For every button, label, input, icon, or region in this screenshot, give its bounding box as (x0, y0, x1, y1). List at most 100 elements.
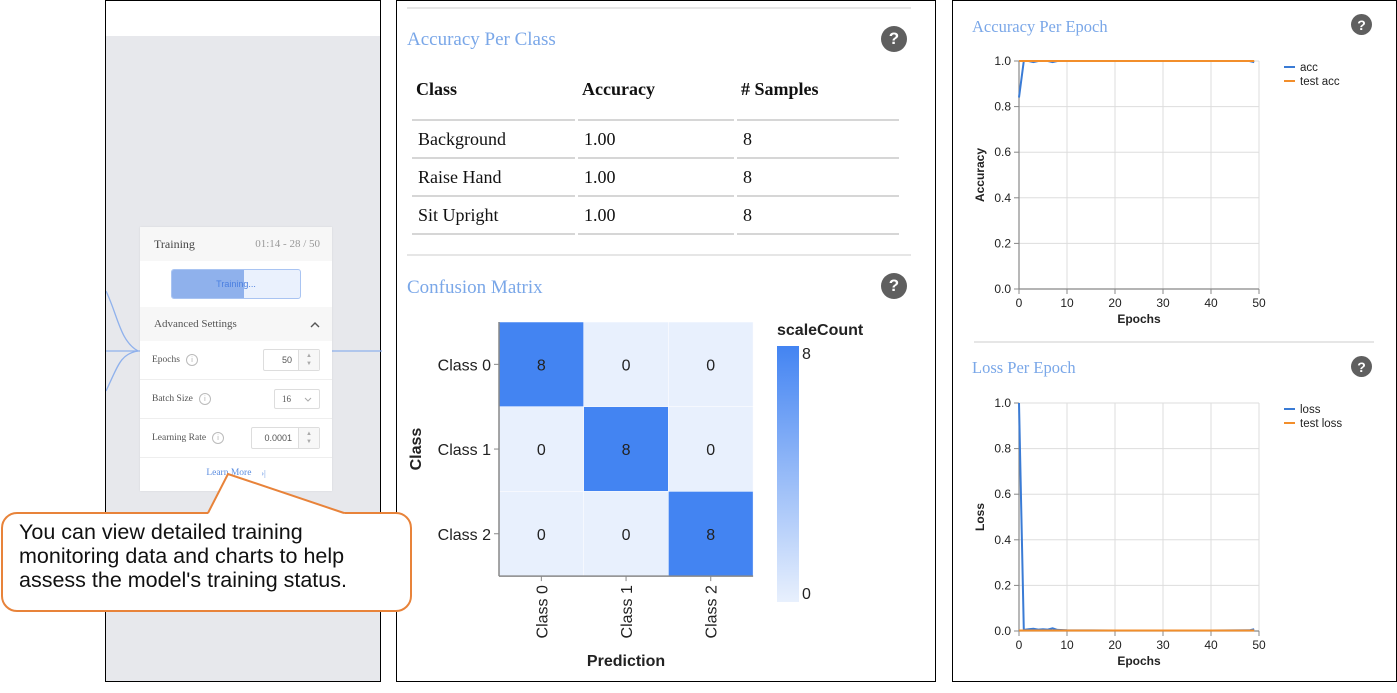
training-card-header: Training 01:14 - 28 / 50 (140, 227, 332, 261)
decrement-icon[interactable]: ▼ (306, 361, 312, 367)
increment-icon[interactable]: ▲ (306, 431, 312, 437)
y-tick-label: 0.6 (994, 487, 1011, 501)
accuracy-cell: 1.00 (578, 195, 734, 235)
heatmap-cell (583, 321, 669, 407)
epochs-stepper[interactable]: 50 ▲ ▼ (263, 349, 320, 371)
heatmap-cell (498, 491, 584, 577)
y-tick-label: 0.4 (994, 533, 1011, 547)
class-cell: Raise Hand (412, 157, 575, 195)
accuracy-cell: 1.00 (578, 157, 734, 195)
train-button[interactable]: Training... (171, 269, 301, 299)
callout-line: assess the model's training status. (19, 568, 347, 592)
x-tick-label: 50 (1252, 296, 1266, 310)
series-line-loss (1018, 402, 1255, 632)
setting-epochs: Epochs i 50 ▲ ▼ (140, 341, 332, 380)
color-scale-bar (777, 346, 799, 602)
connector-line (106, 350, 139, 392)
confusion-matrix-title: Confusion Matrix (407, 277, 543, 298)
y-tick-label: 0.2 (994, 578, 1011, 592)
batch-size-select[interactable]: 16 (274, 389, 320, 409)
samples-cell: 8 (737, 119, 899, 157)
epoch-charts-panel: Accuracy Per Epoch ? 0 10 20 30 40 50 0.0 0.2 0.… (952, 0, 1397, 682)
x-tick-label: 0 (1016, 296, 1023, 310)
y-tick-label: 1.0 (994, 54, 1011, 68)
training-title: Training (154, 236, 195, 251)
chevron-up-icon (310, 321, 320, 327)
divider (407, 7, 911, 9)
setting-label: Epochs (152, 355, 180, 365)
setting-learning-rate: Learning Rate i 0.0001 ▲ ▼ (140, 419, 332, 458)
heatmap-cell (583, 491, 669, 577)
cell-value-label: 0 (537, 442, 546, 459)
x-tick-label: 10 (1060, 296, 1074, 310)
learning-rate-value[interactable]: 0.0001 (264, 433, 292, 443)
info-icon[interactable]: i (212, 432, 225, 444)
decrement-icon[interactable]: ▼ (306, 439, 312, 445)
setting-label: Learning Rate (152, 433, 207, 443)
accuracy-cell: 1.00 (578, 119, 734, 157)
training-status: 01:14 - 28 / 50 (255, 238, 320, 250)
legend-label: test loss (1300, 418, 1342, 430)
accuracy-per-epoch-title: Accuracy Per Epoch (972, 17, 1108, 36)
x-tick-label: Class 2 (704, 585, 721, 638)
x-tick-label: 20 (1108, 296, 1122, 310)
samples-cell: 8 (737, 157, 899, 195)
help-icon[interactable]: ? (881, 273, 907, 299)
x-axis-title: Epochs (1117, 654, 1161, 668)
heatmap-cell (498, 321, 584, 407)
table-row: Background 1.00 8 (412, 119, 899, 157)
samples-cell: 8 (737, 195, 899, 235)
legend-label: test acc (1300, 76, 1340, 88)
loss-per-epoch-title: Loss Per Epoch (972, 358, 1076, 377)
accuracy-per-epoch-chart: 0 10 20 30 40 50 0.0 0.2 0.4 0.6 0.8 1.0 Epochs Accur… (973, 54, 1340, 326)
legend-title: scaleCount (777, 322, 864, 339)
batch-size-value: 16 (282, 394, 291, 404)
cell-value-label: 0 (622, 357, 631, 374)
confusion-matrix-chart: 8 0 0 0 8 0 0 0 8 Class 0 Class 1 Class 2 Class 0 Cla… (408, 321, 864, 670)
info-icon[interactable]: i (198, 393, 211, 405)
series-line-acc (1018, 60, 1255, 98)
class-cell: Sit Upright (412, 195, 575, 235)
collapse-panel-icon: ›| (261, 468, 266, 478)
x-tick-label: Class 1 (619, 585, 636, 638)
help-icon[interactable]: ? (1351, 356, 1372, 377)
y-tick-label: 0.8 (994, 442, 1011, 456)
y-tick-label: 0.4 (994, 191, 1011, 205)
learn-more-link[interactable]: Learn More ›| (140, 458, 332, 488)
cell-value-label: 8 (622, 442, 631, 459)
y-axis-title: Accuracy (973, 148, 987, 202)
cell-value-label: 0 (622, 527, 631, 544)
x-tick-label: 40 (1204, 296, 1218, 310)
y-tick-label: Class 1 (438, 442, 491, 459)
cell-value-label: 8 (537, 357, 546, 374)
table-row: Raise Hand 1.00 8 (412, 157, 899, 195)
epochs-value[interactable]: 50 (281, 355, 292, 365)
chevron-down-icon (304, 397, 312, 402)
increment-icon[interactable]: ▲ (306, 353, 312, 359)
learning-rate-stepper[interactable]: 0.0001 ▲ ▼ (251, 427, 320, 449)
divider (974, 341, 1374, 343)
train-button-label: Training... (216, 279, 256, 289)
accuracy-per-class-title: Accuracy Per Class (407, 29, 556, 50)
y-tick-label: 0.0 (994, 624, 1011, 638)
callout-line: monitoring data and charts to help (19, 544, 345, 568)
x-tick-label: 30 (1156, 638, 1170, 652)
x-tick-label: Class 0 (534, 585, 551, 638)
cell-value-label: 0 (706, 357, 715, 374)
heatmap-cell (668, 321, 754, 407)
y-tick-label: Class 2 (438, 527, 491, 544)
y-tick-label: 0.0 (994, 282, 1011, 296)
heatmap-cell (668, 406, 754, 492)
advanced-settings-toggle[interactable]: Advanced Settings (140, 307, 332, 341)
column-header: Accuracy (582, 78, 655, 99)
info-icon[interactable]: i (185, 354, 198, 366)
help-icon[interactable]: ? (881, 26, 907, 52)
training-progress-fill (172, 270, 244, 298)
x-tick-label: 0 (1016, 638, 1023, 652)
heatmap-cell (668, 491, 754, 577)
column-header: # Samples (741, 78, 819, 99)
callout-bubble: You can view detailed training monitorin… (1, 512, 412, 612)
help-icon[interactable]: ? (1351, 14, 1372, 35)
divider (407, 254, 911, 256)
x-tick-label: 50 (1252, 638, 1266, 652)
